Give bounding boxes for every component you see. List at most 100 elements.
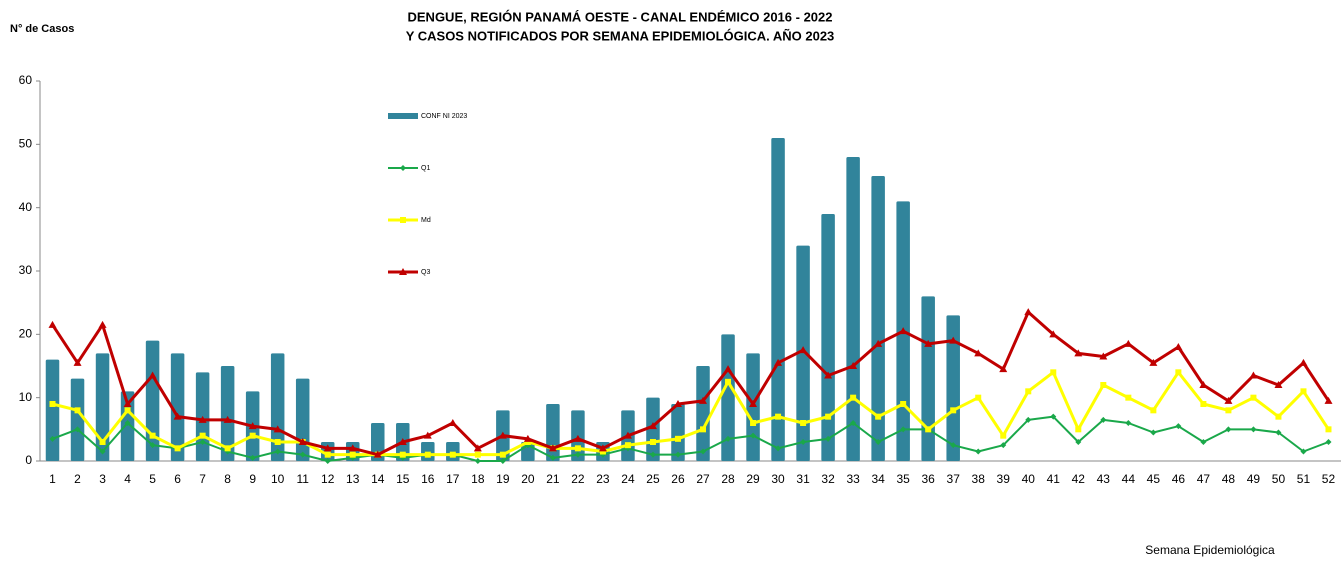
x-tick-label: 1 [49,472,56,486]
marker [623,431,632,439]
marker [449,451,456,458]
marker [700,448,707,455]
marker [624,442,631,449]
marker [974,349,983,357]
marker [149,432,156,439]
marker [1175,369,1182,376]
marker [324,458,331,464]
marker [49,435,56,442]
marker [523,434,532,442]
marker [1050,413,1057,420]
x-tick-label: 46 [1172,472,1186,486]
marker [199,432,206,439]
x-tick-label: 25 [646,472,660,486]
marker [1200,401,1207,407]
bar [871,176,885,461]
marker [399,451,406,458]
marker [1274,381,1283,388]
marker [299,451,306,458]
x-tick-label: 9 [249,472,256,486]
x-tick-label: 49 [1247,472,1261,486]
y-tick-label: 50 [19,137,33,151]
y-tick-label: 0 [25,453,32,467]
marker [1200,439,1207,445]
marker [999,365,1008,373]
y-axis-label: N° de Casos [10,23,74,35]
bar [170,353,185,461]
x-tick-label: 45 [1147,472,1161,486]
x-tick-label: 14 [371,472,385,486]
x-tick-label: 34 [871,472,885,486]
marker [323,444,332,452]
marker [1275,429,1282,436]
x-tick-label: 43 [1097,472,1111,486]
x-tick-label: 21 [546,472,560,486]
x-tick-label: 26 [671,472,685,486]
marker [749,400,758,407]
legend-marker [400,165,406,171]
bar [70,378,85,461]
marker [850,420,857,426]
line [52,415,1329,462]
marker [924,339,933,347]
marker [725,435,732,442]
marker [273,425,282,433]
marker [825,413,832,420]
marker [849,362,858,369]
marker [1150,407,1157,414]
marker [574,451,581,458]
bar [295,378,310,461]
x-tick-label: 48 [1222,472,1236,486]
marker [123,400,132,407]
bar [546,404,560,461]
marker [949,336,958,344]
marker [1125,394,1132,401]
marker [424,451,431,458]
y-tick-label: 10 [19,390,33,404]
marker [774,358,783,366]
marker [775,445,782,452]
marker [348,444,357,452]
x-tick-label: 10 [271,472,285,486]
marker [148,371,157,379]
marker [549,454,556,461]
marker [324,451,331,458]
x-tick-label: 27 [696,472,710,486]
marker [1199,381,1208,388]
marker [499,458,506,464]
marker [1225,407,1232,414]
marker [524,439,531,445]
marker [925,426,932,433]
marker [799,346,808,354]
marker [950,442,957,449]
x-tick-label: 22 [571,472,585,486]
marker [674,451,681,458]
x-tick-label: 41 [1047,472,1061,486]
x-tick-label: 50 [1272,472,1286,486]
marker [199,439,206,445]
marker [598,444,607,452]
marker [874,339,883,347]
marker [423,431,432,439]
x-tick-label: 13 [346,472,360,486]
x-tick-label: 28 [721,472,735,486]
marker [674,435,681,442]
bar [796,245,810,461]
marker [173,412,182,420]
bar [120,391,135,461]
x-tick-label: 12 [321,472,335,486]
y-tick-label: 20 [19,327,33,341]
marker [48,320,57,328]
marker [1075,439,1082,445]
marker [448,419,457,426]
marker [800,420,807,426]
marker [1000,432,1007,439]
legend-marker [399,268,407,275]
marker [349,451,356,458]
marker [98,320,107,328]
marker [223,415,232,423]
marker [1324,396,1333,404]
marker [174,445,181,452]
chart-title: DENGUE, REGIÓN PANAMÁ OESTE - CANAL ENDÉ… [408,9,833,24]
marker [700,426,707,433]
